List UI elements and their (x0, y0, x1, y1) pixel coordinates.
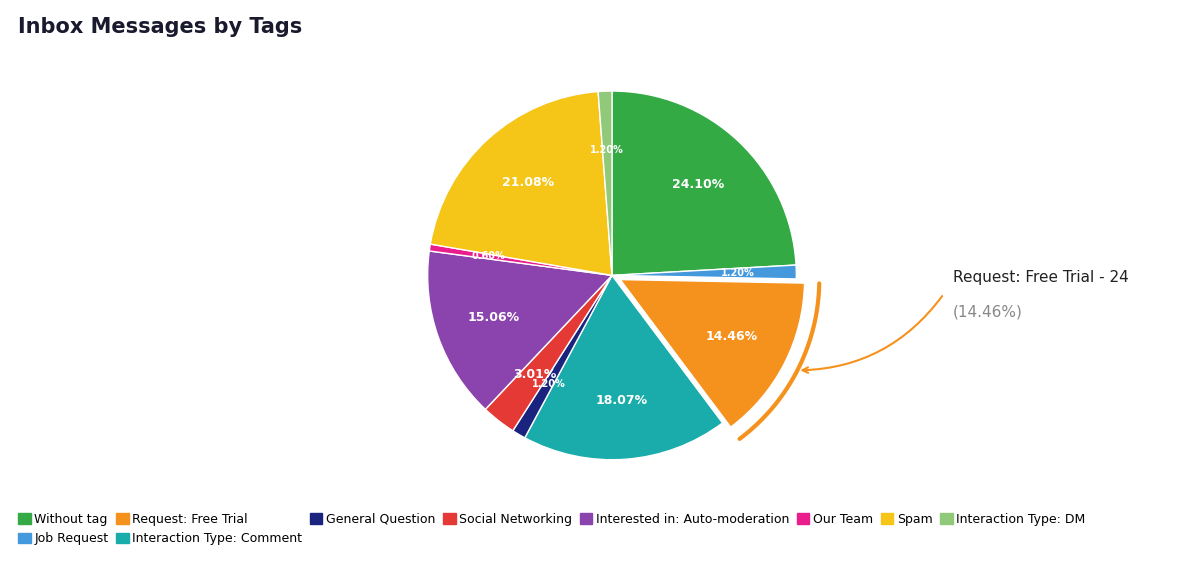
Wedge shape (612, 91, 796, 275)
Text: 21.08%: 21.08% (502, 176, 553, 189)
Text: 24.10%: 24.10% (672, 178, 725, 191)
Text: 3.01%: 3.01% (514, 368, 557, 380)
Text: 0.60%: 0.60% (472, 251, 505, 261)
Wedge shape (427, 251, 612, 409)
Text: 15.06%: 15.06% (468, 311, 520, 324)
Wedge shape (512, 275, 612, 438)
Wedge shape (620, 279, 804, 427)
Text: (14.46%): (14.46%) (953, 305, 1022, 320)
Text: 1.20%: 1.20% (720, 268, 755, 278)
Wedge shape (612, 265, 797, 279)
Wedge shape (598, 91, 612, 275)
Text: Request: Free Trial - 24: Request: Free Trial - 24 (953, 270, 1129, 285)
Wedge shape (485, 275, 612, 430)
Wedge shape (431, 92, 612, 275)
Text: 1.20%: 1.20% (590, 145, 624, 155)
Legend: Without tag, Job Request, Request: Free Trial, Interaction Type: Comment, Genera: Without tag, Job Request, Request: Free … (13, 508, 1091, 550)
Text: 14.46%: 14.46% (706, 330, 758, 343)
Text: 18.07%: 18.07% (595, 394, 648, 407)
Wedge shape (524, 275, 722, 460)
Text: 1.20%: 1.20% (532, 378, 565, 388)
Wedge shape (430, 244, 612, 275)
Text: Inbox Messages by Tags: Inbox Messages by Tags (18, 17, 302, 37)
